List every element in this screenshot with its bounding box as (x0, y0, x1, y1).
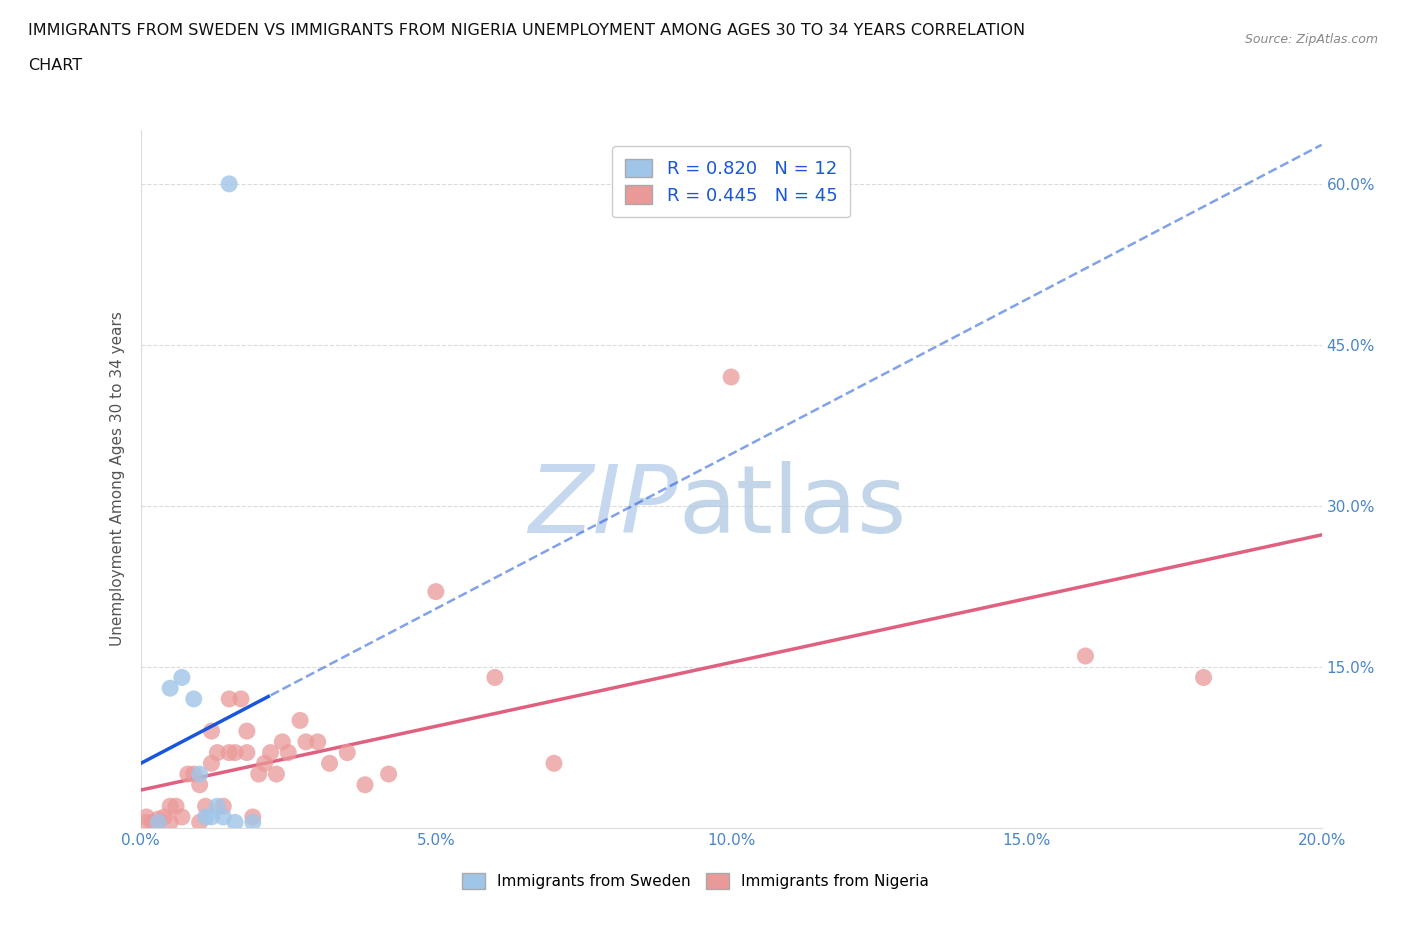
Point (212, 809, 235, 824)
Point (425, 584, 447, 599)
Point (188, 766, 211, 781)
Point (484, 670, 506, 684)
Point (354, 777, 377, 792)
Point (170, 670, 193, 684)
Text: ZIP: ZIP (529, 461, 678, 552)
Point (247, 766, 270, 781)
Point (295, 735, 318, 750)
Point (200, 756, 222, 771)
Point (336, 745, 359, 760)
Point (218, 177, 240, 192)
Point (200, 724, 222, 738)
Text: atlas: atlas (678, 461, 907, 552)
Point (288, 713, 311, 728)
Point (194, 809, 217, 824)
Point (159, 681, 181, 696)
Point (153, 809, 176, 824)
Point (183, 766, 205, 781)
Point (148, 815, 170, 830)
Point (200, 809, 222, 824)
Point (159, 815, 181, 830)
Point (266, 766, 288, 781)
Point (277, 745, 299, 760)
Text: Source: ZipAtlas.com: Source: ZipAtlas.com (1244, 33, 1378, 46)
Point (165, 799, 187, 814)
Point (242, 809, 264, 824)
Point (188, 815, 211, 830)
Point (1192, 670, 1215, 684)
Text: CHART: CHART (28, 58, 82, 73)
Point (1074, 648, 1097, 663)
Point (188, 777, 211, 792)
Point (218, 745, 240, 760)
Point (183, 692, 205, 707)
Point (377, 766, 399, 781)
Point (259, 745, 281, 760)
Point (207, 745, 229, 760)
Point (242, 815, 264, 830)
Legend: Immigrants from Sweden, Immigrants from Nigeria: Immigrants from Sweden, Immigrants from … (454, 866, 936, 897)
Point (236, 724, 259, 738)
Point (224, 745, 246, 760)
Point (543, 756, 565, 771)
Point (141, 815, 163, 830)
Point (159, 799, 181, 814)
Point (135, 809, 157, 824)
Point (318, 756, 340, 771)
Point (135, 815, 157, 830)
Point (212, 799, 235, 814)
Y-axis label: Unemployment Among Ages 30 to 34 years: Unemployment Among Ages 30 to 34 years (110, 312, 125, 646)
Point (720, 369, 742, 384)
Point (177, 766, 200, 781)
Point (229, 692, 252, 707)
Point (253, 756, 276, 771)
Point (148, 815, 170, 830)
Text: IMMIGRANTS FROM SWEDEN VS IMMIGRANTS FROM NIGERIA UNEMPLOYMENT AMONG AGES 30 TO : IMMIGRANTS FROM SWEDEN VS IMMIGRANTS FRO… (28, 23, 1025, 38)
Point (170, 809, 193, 824)
Point (236, 745, 259, 760)
Point (307, 735, 329, 750)
Point (224, 815, 246, 830)
Point (218, 692, 240, 707)
Point (207, 799, 229, 814)
Point (271, 735, 294, 750)
Point (148, 812, 170, 827)
Point (194, 799, 217, 814)
